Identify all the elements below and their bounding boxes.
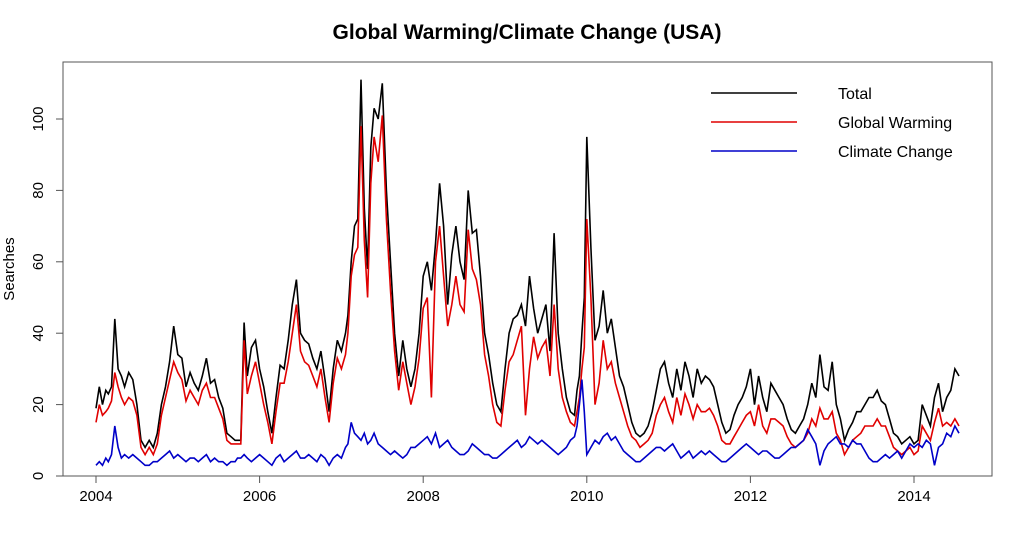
series-line-global-warming [95, 115, 960, 457]
x-tick-label: 2004 [79, 488, 112, 505]
legend-label: Climate Change [838, 144, 953, 161]
series-line-climate-change [95, 379, 960, 467]
y-tick-label: 40 [30, 325, 47, 342]
chart-title: Global Warming/Climate Change (USA) [333, 21, 722, 44]
y-tick-label: 60 [30, 253, 47, 270]
x-axis: 2004 2006 2008 2010 2012 2014 [79, 475, 931, 505]
x-tick-label: 2008 [407, 488, 440, 505]
y-tick-label: 80 [30, 182, 47, 199]
y-tick-label: 100 [30, 106, 47, 131]
legend: Total Global Warming Climate Change [711, 86, 953, 161]
y-axis-label: Searches [1, 237, 18, 300]
y-axis: 0 20 40 60 80 100 [30, 106, 64, 480]
series-layer [95, 79, 960, 467]
x-tick-label: 2012 [734, 488, 767, 505]
x-tick-label: 2014 [897, 488, 930, 505]
y-tick-label: 20 [30, 396, 47, 413]
x-tick-label: 2010 [570, 488, 603, 505]
y-tick-label: 0 [30, 472, 47, 480]
legend-label: Global Warming [838, 115, 952, 132]
series-line-total [95, 79, 960, 450]
x-tick-label: 2006 [243, 488, 276, 505]
legend-label: Total [838, 86, 872, 103]
